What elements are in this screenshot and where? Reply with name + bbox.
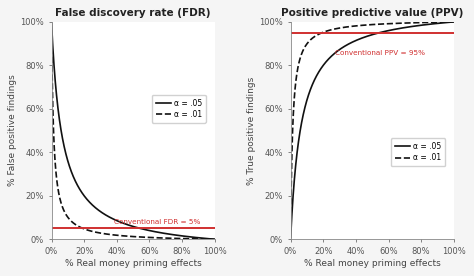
X-axis label: % Real money priming effects: % Real money priming effects — [304, 259, 440, 268]
Text: Conventional PPV = 95%: Conventional PPV = 95% — [335, 50, 425, 56]
Text: Conventional FDR = 5%: Conventional FDR = 5% — [113, 219, 200, 225]
X-axis label: % Real money priming effects: % Real money priming effects — [65, 259, 201, 268]
Title: False discovery rate (FDR): False discovery rate (FDR) — [55, 8, 211, 18]
Title: Positive predictive value (PPV): Positive predictive value (PPV) — [281, 8, 464, 18]
Legend: α = .05, α = .01: α = .05, α = .01 — [391, 138, 445, 166]
Y-axis label: % True positive findings: % True positive findings — [247, 76, 256, 185]
Legend: α = .05, α = .01: α = .05, α = .01 — [152, 95, 206, 123]
Y-axis label: % False positive findings: % False positive findings — [9, 75, 18, 187]
